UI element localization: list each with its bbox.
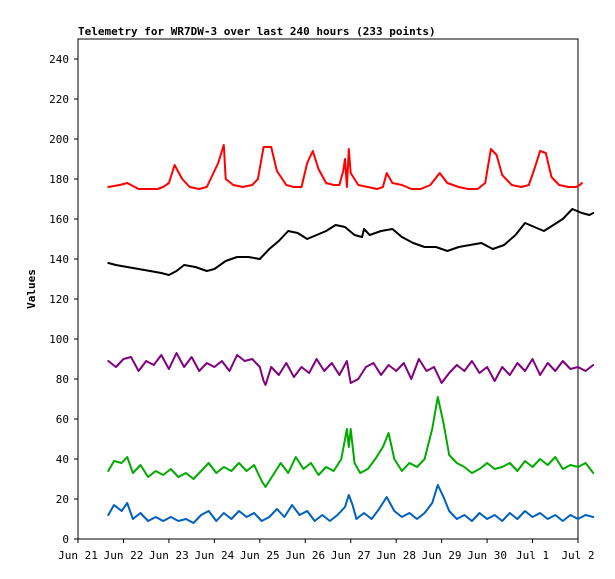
series-line-3	[107, 352, 595, 386]
y-tick-label: 40	[56, 453, 69, 466]
x-tick-label: Jul 1	[516, 549, 549, 562]
y-tick-label: 0	[62, 533, 69, 546]
y-tick-label: 200	[49, 133, 69, 146]
x-axis: Jun 21 Jun 22 Jun 23 Jun 24 Jun 25 Jun 26 Jun …	[58, 539, 595, 562]
y-tick-label: 240	[49, 53, 69, 66]
series-line-4	[107, 396, 595, 488]
chart-title: Telemetry for WR7DW-3 over last 240 hour…	[78, 25, 436, 38]
series-line-2	[107, 208, 595, 276]
y-tick-label: 180	[49, 173, 69, 186]
plot-area	[77, 38, 579, 540]
y-tick-label: 120	[49, 293, 69, 306]
y-tick-label: 80	[56, 373, 69, 386]
x-tick-label: Jun 25	[240, 549, 280, 562]
y-tick-label: 100	[49, 333, 69, 346]
x-tick-label: Jun 29	[422, 549, 462, 562]
x-tick-label: Jun 22	[104, 549, 144, 562]
y-tick-label: 220	[49, 93, 69, 106]
y-axis: 0 20 40 60 80 100 120 140 160 180 200 220 240	[49, 53, 78, 546]
x-tick-label: Jul 2	[561, 549, 594, 562]
x-tick-label: Jun 28	[376, 549, 416, 562]
y-tick-label: 160	[49, 213, 69, 226]
x-tick-label: Jun 24	[194, 549, 234, 562]
x-tick-label: Jun 27	[331, 549, 371, 562]
series-line-5	[107, 484, 595, 524]
y-tick-label: 60	[56, 413, 69, 426]
x-tick-label: Jun 26	[285, 549, 325, 562]
y-axis-title: Values	[25, 269, 38, 309]
x-tick-label: Jun 21	[58, 549, 98, 562]
series-line-1	[107, 144, 583, 190]
y-tick-label: 140	[49, 253, 69, 266]
series-lines	[107, 144, 595, 524]
x-tick-label: Jun 30	[467, 549, 507, 562]
x-tick-label: Jun 23	[149, 549, 189, 562]
y-tick-label: 20	[56, 493, 69, 506]
